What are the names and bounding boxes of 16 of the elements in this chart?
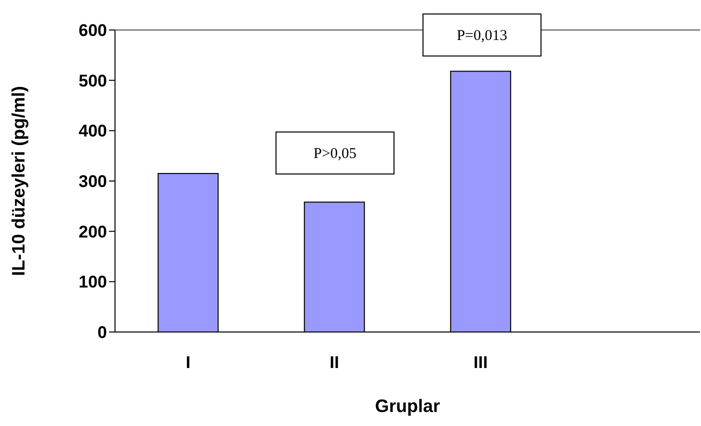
y-tick-label: 200: [78, 222, 107, 242]
x-tick-label: I: [186, 353, 190, 372]
annotation: P>0,05: [313, 146, 357, 162]
y-axis-title: IL-10 düzeyleri (pg/ml): [8, 86, 28, 276]
y-tick-label: 300: [78, 172, 107, 192]
y-tick-label: 0: [98, 323, 107, 342]
x-tick-label: II: [330, 353, 340, 372]
y-tick-label: 400: [78, 122, 107, 141]
annotation: P=0,013: [456, 28, 508, 44]
note-box: P>0,05: [276, 132, 394, 174]
y-tick-label: 500: [78, 71, 107, 90]
y-tick-label: 100: [78, 272, 107, 292]
note-box: P=0,013: [422, 14, 542, 56]
x-axis-title: Gruplar: [374, 396, 440, 416]
x-tick-label: III: [474, 353, 488, 372]
y-tick-label: 600: [78, 21, 107, 40]
